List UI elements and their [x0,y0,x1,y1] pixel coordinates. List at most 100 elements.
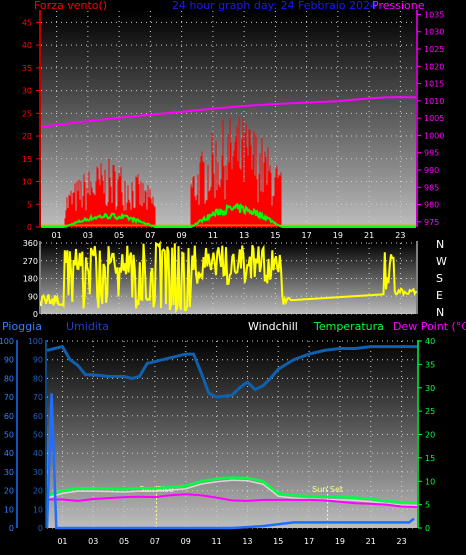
wind-tick-label: 35 [22,64,32,73]
temp-tick-label: 35 [425,360,435,369]
humidity-tick-label: 0 [38,524,43,533]
humidity-tick-label: 100 [28,337,43,346]
x-tick-label: 11 [208,231,218,240]
sun-marker-label: Sun Rise [139,485,174,494]
wind-average-series [41,202,416,228]
x-tick-label: 09 [181,537,191,546]
temp-tick-label: 15 [425,454,435,463]
temp-tick-label: 0 [425,524,430,533]
pressure-tick-label: 995 [424,149,439,158]
x-tick-label: 03 [88,537,98,546]
x-tick-label: 11 [211,537,221,546]
pressure-tick-label: 990 [424,166,439,175]
rain-tick-label: 80 [4,374,14,383]
x-tick-label: 19 [333,231,343,240]
pressure-tick-label: 1025 [424,45,444,54]
rain-tick-label: 50 [4,431,14,440]
panel1-tick-labels: 0510152025303540459759809859909951000100… [22,10,445,240]
humidity-series [46,344,417,399]
pressure-tick-label: 980 [424,201,439,210]
pressure-axis-label: Pressione [372,0,425,12]
humidity-tick-label: 40 [33,449,43,458]
temp-tick-label: 25 [425,407,435,416]
pressure-tick-label: 985 [424,183,439,192]
humidity-tick-label: 20 [33,487,43,496]
pressure-tick-label: 975 [424,218,439,227]
rain-tick-label: 40 [4,449,14,458]
pressure-tick-label: 1015 [424,80,444,89]
x-tick-label: 13 [242,537,252,546]
humidity-tick-label: 50 [33,431,43,440]
x-tick-label: 05 [114,231,124,240]
wind-tick-label: 20 [22,132,32,141]
humidity-tick-label: 30 [33,468,43,477]
x-tick-label: 05 [119,537,129,546]
rain-tick-label: 70 [4,393,14,402]
rain-tick-label: 60 [4,412,14,421]
pressure-tick-label: 1010 [424,97,444,106]
wind-tick-label: 45 [22,18,32,27]
humidity-tick-label: 70 [33,393,43,402]
compass-label: E [436,289,443,302]
rain-label: Pioggia [2,320,42,333]
x-tick-label: 07 [150,537,160,546]
direction-tick-label: 270 [23,257,38,266]
temp-tick-label: 5 [425,501,430,510]
dewpoint-label: Dew Point (°C) [393,320,466,333]
panel3-marks: Sun Rise Sun Set [45,344,418,530]
direction-tick-label: 360 [23,239,38,248]
rain-tick-label: 0 [9,524,14,533]
wind-direction-series [40,240,417,314]
x-tick-label: 17 [302,231,312,240]
humidity-tick-label: 80 [33,374,43,383]
direction-tick-label: 90 [28,292,38,301]
x-tick-label: 23 [395,231,405,240]
wind-axis-label: Forza vento() [34,0,107,12]
x-tick-label: 17 [304,537,314,546]
panel1-marks [40,96,417,228]
humidity-tick-label: 10 [33,505,43,514]
sun-marker-label: Sun Set [312,485,343,494]
compass-label: S [436,272,443,285]
wind-tick-label: 25 [22,109,32,118]
pressure-series [40,96,417,128]
chart-title: 24 hour graph day: 24 Febbraio 2024 [172,0,377,12]
direction-tick-label: 0 [33,310,38,319]
x-tick-label: 21 [366,537,376,546]
compass-label: N [436,238,444,251]
temp-tick-label: 10 [425,477,435,486]
wind-pressure-panel: 0510152025303540459759809859909951000100… [22,0,445,240]
rain-series [45,393,415,530]
rain-tick-label: 30 [4,468,14,477]
rain-tick-label: 100 [0,337,14,346]
rain-tick-label: 90 [4,356,14,365]
pressure-tick-label: 1030 [424,28,444,37]
wind-tick-label: 5 [27,200,32,209]
windchill-label: Windchill [248,320,298,333]
temperature-series [46,476,418,505]
wind-tick-label: 30 [22,87,32,96]
x-tick-label: 15 [270,231,280,240]
rain-tick-label: 20 [4,487,14,496]
temp-tick-label: 40 [425,337,435,346]
wind-gust-series [64,117,282,227]
dewpoint-series [47,493,418,508]
compass-label: W [436,255,447,268]
wind-tick-label: 40 [22,41,32,50]
x-tick-label: 01 [57,537,67,546]
temp-tick-label: 30 [425,384,435,393]
x-tick-label: 09 [177,231,187,240]
wind-tick-label: 0 [27,223,32,232]
pressure-tick-label: 1000 [424,131,444,140]
x-tick-label: 07 [145,231,155,240]
x-tick-label: 15 [273,537,283,546]
temp-tick-label: 20 [425,431,435,440]
windchill-series [46,479,418,507]
compass-label: N [436,306,444,319]
x-tick-label: 19 [335,537,345,546]
humidity-label: Umidita [66,320,109,333]
x-tick-label: 13 [239,231,249,240]
